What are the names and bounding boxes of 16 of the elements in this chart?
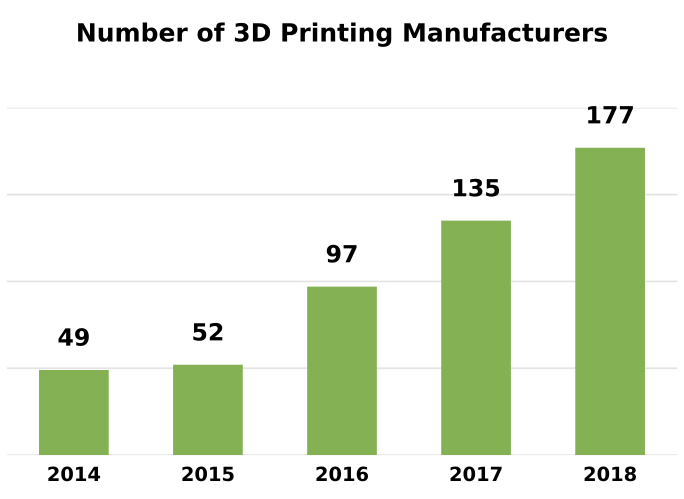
bar xyxy=(441,220,511,456)
bar xyxy=(173,364,243,456)
data-label: 52 xyxy=(193,322,222,341)
bar xyxy=(575,148,645,456)
x-tick-label: 2018 xyxy=(584,466,636,482)
bar xyxy=(307,286,377,456)
chart-title: Number of 3D Printing Manufacturers xyxy=(78,22,607,47)
x-tick-label: 2015 xyxy=(182,466,234,482)
data-label: 97 xyxy=(326,244,357,263)
x-tick-label: 2017 xyxy=(450,466,502,482)
bar xyxy=(39,370,109,456)
x-tick-label: 2014 xyxy=(48,466,100,482)
data-label: 49 xyxy=(58,328,89,346)
data-label: 135 xyxy=(454,178,500,197)
x-tick-label: 2016 xyxy=(316,466,368,482)
data-label: 177 xyxy=(588,106,633,124)
